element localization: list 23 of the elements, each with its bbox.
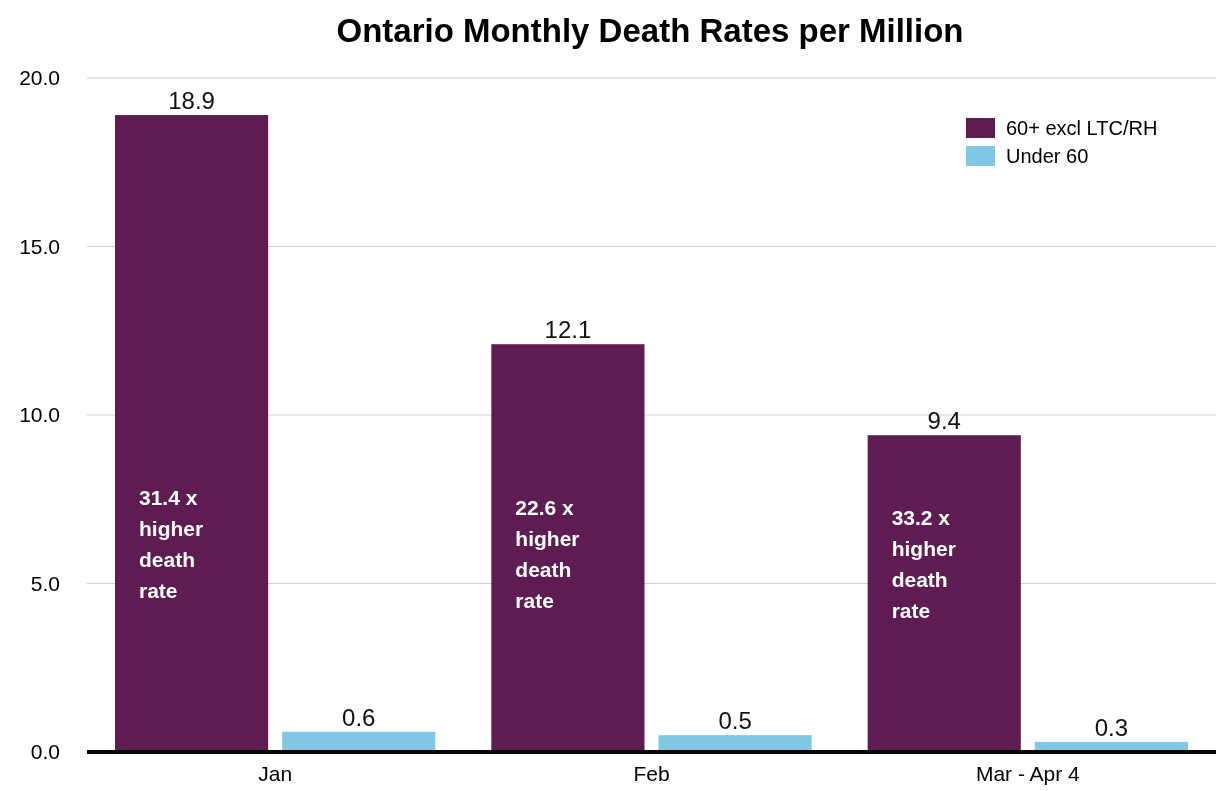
chart-title: Ontario Monthly Death Rates per Million bbox=[336, 12, 964, 49]
y-tick-label: 15.0 bbox=[19, 234, 60, 258]
data-label: 9.4 bbox=[927, 407, 961, 435]
annotation: 22.6 x higher death rate bbox=[515, 496, 580, 612]
bar bbox=[867, 435, 1021, 752]
bar bbox=[115, 115, 269, 752]
x-tick-label: Feb bbox=[633, 762, 670, 785]
legend-label: Under 60 bbox=[1006, 145, 1089, 167]
x-tick-label: Mar - Apr 4 bbox=[975, 762, 1081, 785]
annotation: 31.4 x higher death rate bbox=[139, 486, 204, 602]
bar bbox=[491, 344, 645, 752]
y-tick-label: 5.0 bbox=[30, 571, 60, 595]
x-tick-label: Jan bbox=[258, 762, 293, 785]
data-label: 12.1 bbox=[544, 316, 592, 344]
annotation: 33.2 x higher death rate bbox=[891, 506, 956, 622]
legend-label: 60+ excl LTC/RH bbox=[1006, 117, 1158, 139]
data-label: 0.5 bbox=[718, 707, 752, 735]
data-label: 0.3 bbox=[1094, 713, 1129, 741]
y-tick-label: 0.0 bbox=[30, 740, 60, 764]
data-label: 18.9 bbox=[168, 87, 215, 115]
y-tick-label: 20.0 bbox=[19, 66, 60, 90]
y-tick-label: 10.0 bbox=[19, 403, 60, 427]
data-label: 0.6 bbox=[342, 703, 376, 731]
